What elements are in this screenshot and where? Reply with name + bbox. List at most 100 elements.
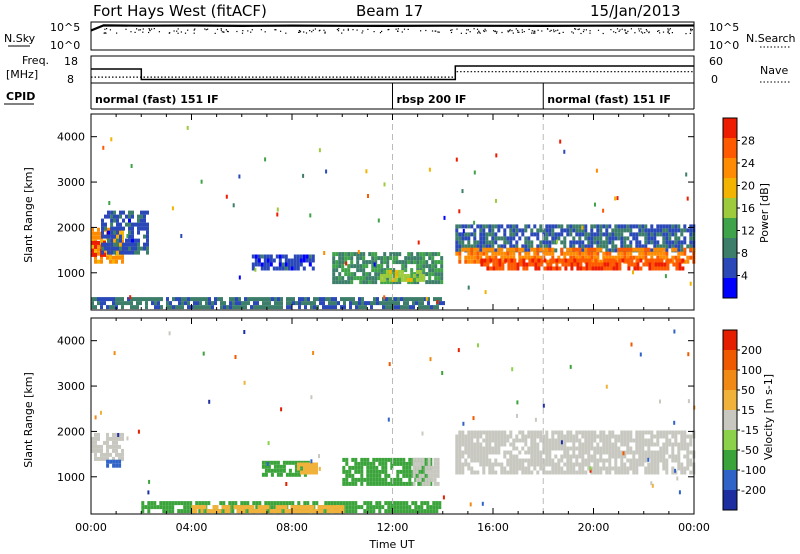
power-cell [626,255,630,260]
power-cell [347,280,351,285]
power-cell [620,224,624,229]
noise-search-point [610,29,612,31]
velocity-cell [97,448,100,453]
velocity-cell [620,450,624,455]
velocity-cell [438,505,442,510]
velocity-cell [473,454,477,459]
velocity-echo [421,431,424,436]
velocity-cell [647,438,651,443]
power-cell [599,232,603,237]
velocity-echo [148,479,151,484]
velocity-cell [464,438,468,443]
velocity-cell [303,472,307,477]
noise-search-point [642,32,644,34]
power-cell [677,224,681,229]
power-echo [108,201,111,205]
power-cell [620,251,624,256]
velocity-cell [300,462,303,467]
time-xtick-label: 16:00 [477,521,509,534]
noise-search-point [689,32,691,34]
power-cell [440,256,444,261]
power-cell [376,297,379,302]
power-cell [205,297,208,302]
power-echo [443,215,446,220]
velocity-cell [408,473,412,478]
power-cell [675,266,679,271]
noise-search-point [507,31,509,33]
power-cell [241,301,244,306]
velocity-cell [635,462,639,467]
velocity-cell [311,505,315,510]
power-cell [419,252,423,257]
velocity-cell [521,458,525,463]
power-cell [304,297,307,302]
power-cell [122,246,125,251]
velocity-cell [171,505,175,510]
power-cell [662,224,666,229]
power-cell [292,297,295,302]
power-cell [563,251,567,256]
velocity-cell [363,501,367,506]
power-echo [126,234,129,238]
velocity-cell [578,450,582,455]
velocity-cell [402,461,406,466]
power-cell [648,258,652,263]
power-cell [113,218,116,223]
power-cell [590,236,594,241]
power-cell [620,228,624,233]
velocity-cell [345,477,349,482]
velocity-cell [168,501,172,506]
power-cell [338,252,342,257]
power-cell [328,301,331,306]
velocity-cell [115,463,119,468]
velocity-cell [584,434,588,439]
power-echo [276,212,279,217]
noise-search-point [469,31,471,33]
power-cell [419,260,423,265]
velocity-cell [115,440,118,445]
power-cell [374,268,378,273]
velocity-cell [118,456,121,461]
velocity-cell [584,442,588,447]
velocity-cell [557,466,561,471]
velocity-cell [542,466,546,471]
power-cell [575,240,579,245]
power-heatmap [91,125,696,310]
velocity-cell [497,438,501,443]
power-echo [455,157,458,162]
velocity-cell [414,509,418,514]
velocity-cell [629,434,633,439]
power-cell [128,230,131,235]
velocity-cell [569,458,573,463]
velocity-cell [656,458,660,463]
power-cell [169,301,172,306]
power-cell [461,224,465,229]
power-cell [675,262,679,267]
velocity-cell [536,454,540,459]
velocity-cell [665,434,669,439]
velocity-echo [117,433,120,437]
velocity-cell [539,454,543,459]
power-cell [572,240,576,245]
velocity-cell [159,505,163,510]
velocity-cell [423,461,427,466]
velocity-cell [560,430,564,435]
power-cell [602,251,606,256]
velocity-cell [287,509,291,514]
power-cell [335,268,339,273]
velocity-cell [372,457,376,462]
power-cell [572,228,576,233]
power-cell [107,210,110,215]
power-cell [608,240,612,245]
velocity-cell [393,509,397,514]
noise-search-point [134,31,136,33]
power-cell [266,258,270,263]
power-cell [290,266,294,271]
power-cell [125,222,128,227]
noise-search-point [580,32,582,35]
power-echo [238,174,241,179]
velocity-cell [236,509,240,514]
power-cell [304,305,307,310]
velocity-cell [402,473,406,478]
power-cell [335,252,339,257]
